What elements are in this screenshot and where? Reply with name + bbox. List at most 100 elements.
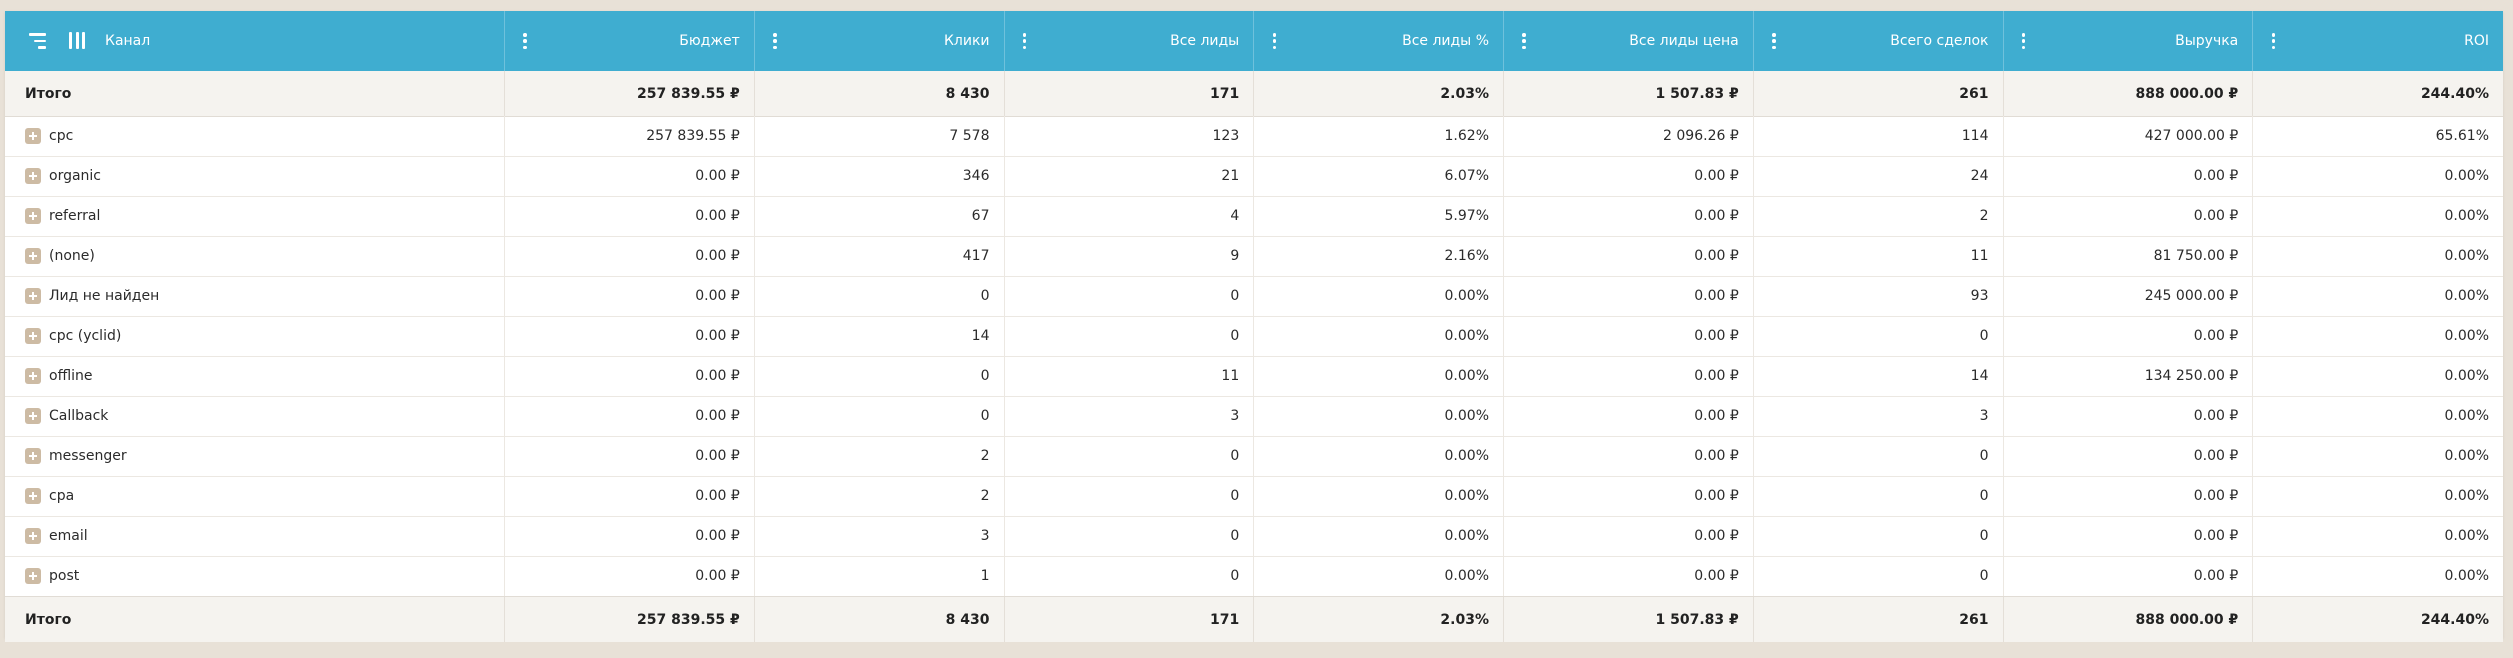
metric-cell: 0.00 ₽ xyxy=(1504,396,1754,436)
columns-icon[interactable] xyxy=(69,32,85,49)
metric-cell: 6.07% xyxy=(1254,156,1504,196)
channel-name: Callback xyxy=(49,408,109,424)
totals-value: 8 430 xyxy=(755,71,1005,116)
metric-cell: 2.16% xyxy=(1254,236,1504,276)
channel-name: cpc (yclid) xyxy=(49,328,122,344)
channel-cell: offline xyxy=(5,356,505,396)
header-label: Бюджет xyxy=(679,33,740,49)
header-all-leads-pct[interactable]: Все лиды % xyxy=(1254,11,1504,71)
plus-square-icon[interactable] xyxy=(25,128,41,144)
plus-square-icon[interactable] xyxy=(25,408,41,424)
header-all-leads[interactable]: Все лиды xyxy=(1005,11,1255,71)
metric-cell: 3 xyxy=(755,516,1005,556)
table-row[interactable]: email 0.00 ₽3 0 0.00% 0.00 ₽0 0.00 ₽0.00% xyxy=(5,516,2503,557)
metric-cell: 0.00 ₽ xyxy=(505,516,755,556)
header-all-leads-price[interactable]: Все лиды цена xyxy=(1504,11,1754,71)
metric-cell: 0.00% xyxy=(2444,288,2489,304)
header-revenue[interactable]: Выручка xyxy=(2004,11,2254,71)
channel-cell: Callback xyxy=(5,396,505,436)
channel-name: messenger xyxy=(49,448,127,464)
totals-value: 257 839.55 ₽ xyxy=(505,71,755,116)
metric-cell: 0.00% xyxy=(1254,316,1504,356)
table-row[interactable]: Callback 0.00 ₽0 3 0.00% 0.00 ₽3 0.00 ₽0.00% xyxy=(5,396,2503,437)
metric-cell: 0.00% xyxy=(1254,356,1504,396)
totals-value: 261 xyxy=(1754,597,2004,642)
metric-cell: 0 xyxy=(1005,316,1255,356)
metric-cell: 0.00 ₽ xyxy=(1504,516,1754,556)
metric-cell: 14 xyxy=(1754,356,2004,396)
kebab-menu-icon[interactable] xyxy=(523,33,527,49)
kebab-menu-icon[interactable] xyxy=(2021,33,2026,49)
table-row[interactable]: referral 0.00 ₽67 4 5.97% 0.00 ₽2 0.00 ₽0.00% xyxy=(5,196,2503,237)
metric-cell: 0.00 ₽ xyxy=(1504,236,1754,276)
totals-value: 171 xyxy=(1005,597,1255,642)
totals-value: 888 000.00 ₽ xyxy=(2004,597,2254,642)
metric-cell: 0.00% xyxy=(2444,408,2489,424)
table-row[interactable]: post 0.00 ₽1 0 0.00% 0.00 ₽0 0.00 ₽0.00% xyxy=(5,556,2503,597)
totals-value: 8 430 xyxy=(755,597,1005,642)
metric-cell: 21 xyxy=(1005,156,1255,196)
metric-cell: 0.00 ₽ xyxy=(1504,316,1754,356)
header-label: Выручка xyxy=(2175,33,2239,49)
metric-cell: 0.00 ₽ xyxy=(505,236,755,276)
plus-square-icon[interactable] xyxy=(25,248,41,264)
totals-value: 1 507.83 ₽ xyxy=(1504,597,1754,642)
plus-square-icon[interactable] xyxy=(25,288,41,304)
channel-name: cpa xyxy=(49,488,75,504)
kebab-menu-icon[interactable] xyxy=(1772,33,1776,49)
metric-cell: 245 000.00 ₽ xyxy=(2004,276,2254,316)
kebab-menu-icon[interactable] xyxy=(1522,33,1526,49)
totals-label: Итого xyxy=(5,597,505,642)
plus-square-icon[interactable] xyxy=(25,448,41,464)
plus-square-icon[interactable] xyxy=(25,328,41,344)
metric-cell: 9 xyxy=(1005,236,1255,276)
totals-value: 888 000.00 ₽ xyxy=(2004,71,2254,116)
table-row[interactable]: offline 0.00 ₽0 11 0.00% 0.00 ₽14 134 250.00 … xyxy=(5,356,2503,397)
header-budget[interactable]: Бюджет xyxy=(505,11,755,71)
metric-cell: 0.00 ₽ xyxy=(505,316,755,356)
metric-cell: 2 xyxy=(1754,196,2004,236)
metric-cell: 3 xyxy=(1005,396,1255,436)
plus-square-icon[interactable] xyxy=(25,208,41,224)
metric-cell: 0.00 ₽ xyxy=(505,476,755,516)
table-row[interactable]: cpc 257 839.55 ₽7 578 123 1.62% 2 096.26 ₽11… xyxy=(5,116,2503,157)
plus-square-icon[interactable] xyxy=(25,368,41,384)
table-row[interactable]: messenger 0.00 ₽2 0 0.00% 0.00 ₽0 0.00 ₽0.00% xyxy=(5,436,2503,477)
plus-square-icon[interactable] xyxy=(25,528,41,544)
kebab-menu-icon[interactable] xyxy=(1272,33,1276,49)
channel-cell: Лид не найден xyxy=(5,276,505,316)
plus-square-icon[interactable] xyxy=(25,488,41,504)
totals-label: Итого xyxy=(5,71,505,116)
header-label: ROI xyxy=(2464,33,2489,49)
header-channel: Канал xyxy=(5,11,505,71)
kebab-menu-icon[interactable] xyxy=(1022,33,1027,49)
metric-cell: 123 xyxy=(1005,116,1255,156)
header-label: Всего сделок xyxy=(1890,33,1989,49)
metric-cell: 0 xyxy=(755,356,1005,396)
header-roi[interactable]: ROI xyxy=(2253,11,2503,71)
plus-square-icon[interactable] xyxy=(25,568,41,584)
metric-cell: 0.00 ₽ xyxy=(2004,516,2254,556)
metric-cell: 24 xyxy=(1754,156,2004,196)
metric-cell: 0.00 ₽ xyxy=(1504,476,1754,516)
table-row[interactable]: (none) 0.00 ₽417 9 2.16% 0.00 ₽11 81 750.00 ₽… xyxy=(5,236,2503,277)
kebab-menu-icon[interactable] xyxy=(2271,33,2275,49)
metric-cell: 1 xyxy=(755,556,1005,596)
header-total-deals[interactable]: Всего сделок xyxy=(1754,11,2004,71)
totals-row-top: Итого 257 839.55 ₽ 8 430 171 2.03% 1 507… xyxy=(5,71,2503,117)
channel-name: (none) xyxy=(49,248,95,264)
metric-cell: 0.00 ₽ xyxy=(2004,476,2254,516)
totals-value: 257 839.55 ₽ xyxy=(505,597,755,642)
kebab-menu-icon[interactable] xyxy=(773,33,777,49)
table-row[interactable]: Лид не найден 0.00 ₽0 0 0.00% 0.00 ₽93 245 00… xyxy=(5,276,2503,317)
table-row[interactable]: organic 0.00 ₽346 21 6.07% 0.00 ₽24 0.00 ₽0.0… xyxy=(5,156,2503,197)
table-row[interactable]: cpa 0.00 ₽2 0 0.00% 0.00 ₽0 0.00 ₽0.00% xyxy=(5,476,2503,517)
sort-lines-icon[interactable] xyxy=(29,33,46,49)
header-clicks[interactable]: Клики xyxy=(755,11,1005,71)
metric-cell: 134 250.00 ₽ xyxy=(2004,356,2254,396)
channel-name: offline xyxy=(49,368,93,384)
metric-cell: 0.00 ₽ xyxy=(505,356,755,396)
plus-square-icon[interactable] xyxy=(25,168,41,184)
table-row[interactable]: cpc (yclid) 0.00 ₽14 0 0.00% 0.00 ₽0 0.00 ₽0.… xyxy=(5,316,2503,357)
totals-value: 171 xyxy=(1005,71,1255,116)
